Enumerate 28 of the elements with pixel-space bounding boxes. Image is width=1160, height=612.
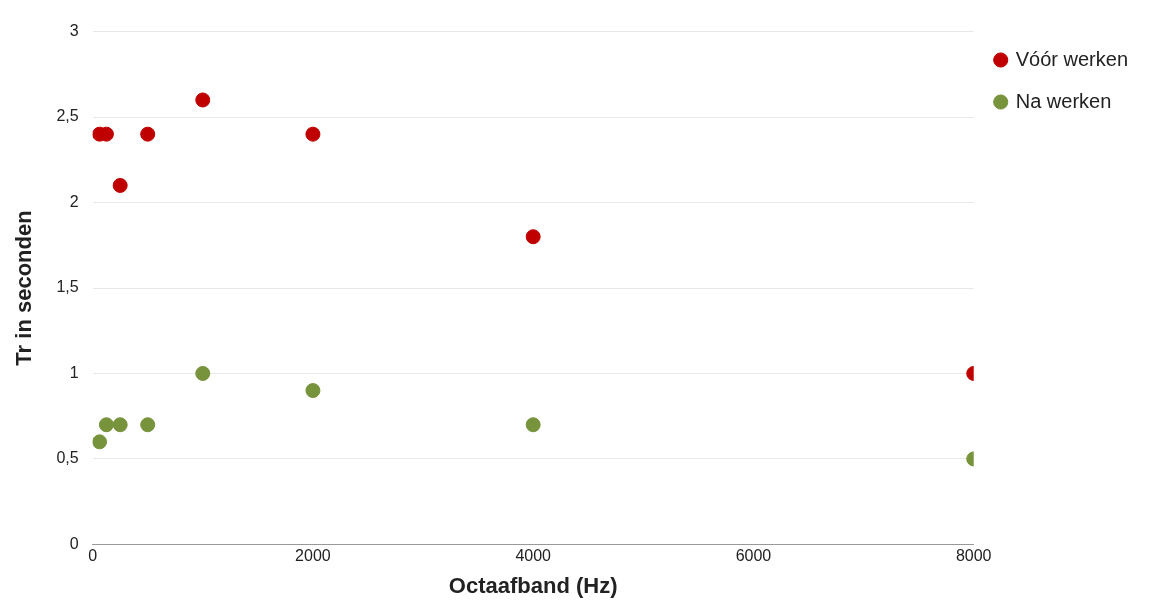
- legend-label: Na werken: [1015, 89, 1112, 112]
- y-tick-label: 2: [69, 192, 79, 210]
- point: [92, 434, 108, 450]
- point: [98, 417, 114, 433]
- y-axis-title: Tr in seconden: [11, 210, 37, 366]
- y-tick-label: 2,5: [56, 107, 79, 125]
- x-tick-label: 0: [88, 547, 98, 565]
- point: [112, 177, 128, 193]
- x-tick-label: 2000: [295, 547, 331, 565]
- legend-label: Vóór werken: [1015, 47, 1129, 70]
- point: [112, 417, 128, 433]
- point: [140, 126, 156, 142]
- point: [195, 92, 211, 108]
- x-axis-title: Octaafband (Hz): [448, 572, 618, 598]
- point: [305, 383, 321, 399]
- y-tick-label: 3: [69, 22, 79, 40]
- x-tick-label: 6000: [735, 547, 772, 565]
- y-tick-label: 1,5: [56, 278, 79, 296]
- point: [525, 417, 541, 433]
- point: [140, 417, 156, 433]
- point: [195, 365, 211, 381]
- x-tick-label: 8000: [955, 547, 992, 565]
- point: [305, 126, 321, 142]
- x-tick-label: 4000: [515, 547, 552, 565]
- point: [525, 229, 541, 245]
- y-tick-label: 0,5: [56, 449, 79, 467]
- y-tick-label: 0: [69, 534, 79, 552]
- y-tick-label: 1: [69, 363, 79, 381]
